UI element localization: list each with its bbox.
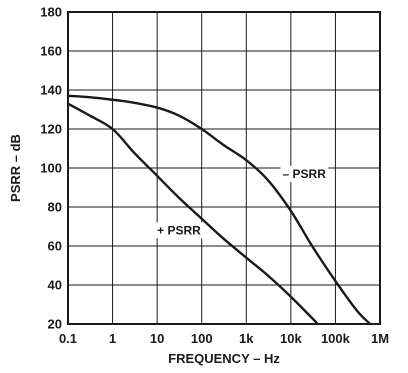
y-tick-label: 80 — [48, 200, 62, 215]
x-tick-label: 100 — [191, 331, 213, 346]
series-label-background — [280, 165, 329, 182]
y-tick-label: 120 — [40, 122, 62, 137]
x-axis-title: FREQUENCY – Hz — [168, 351, 280, 366]
x-tick-label: 100k — [321, 331, 351, 346]
series-label-background — [155, 222, 204, 239]
x-tick-label: 1k — [239, 331, 254, 346]
y-axis-title: PSRR – dB — [8, 134, 23, 202]
y-tick-label: 160 — [40, 44, 62, 59]
y-tick-labels: 20 40 60 80 100 120 140 160 180 — [40, 5, 62, 332]
x-tick-label: 10 — [150, 331, 164, 346]
x-tick-label: 1 — [109, 331, 116, 346]
series-label-plus-psrr: + PSRR — [157, 223, 201, 237]
plot-frame — [67, 11, 381, 325]
y-tick-label: 40 — [48, 278, 62, 293]
x-tick-label: 0.1 — [59, 331, 77, 346]
series-minus-psrr — [66, 94, 372, 326]
series-lines — [66, 94, 372, 326]
y-tick-label: 60 — [48, 239, 62, 254]
x-tick-label: 1M — [371, 331, 389, 346]
x-tick-labels: 0.1 1 10 100 1k 10k 100k 1M — [59, 331, 389, 346]
series-label-minus-psrr: – PSRR — [283, 167, 327, 181]
x-tick-label: 10k — [280, 331, 302, 346]
y-tick-label: 180 — [40, 5, 62, 20]
y-tick-label: 100 — [40, 161, 62, 176]
y-tick-label: 140 — [40, 83, 62, 98]
y-tick-label: 20 — [48, 317, 62, 332]
series-plus-psrr — [66, 102, 319, 326]
